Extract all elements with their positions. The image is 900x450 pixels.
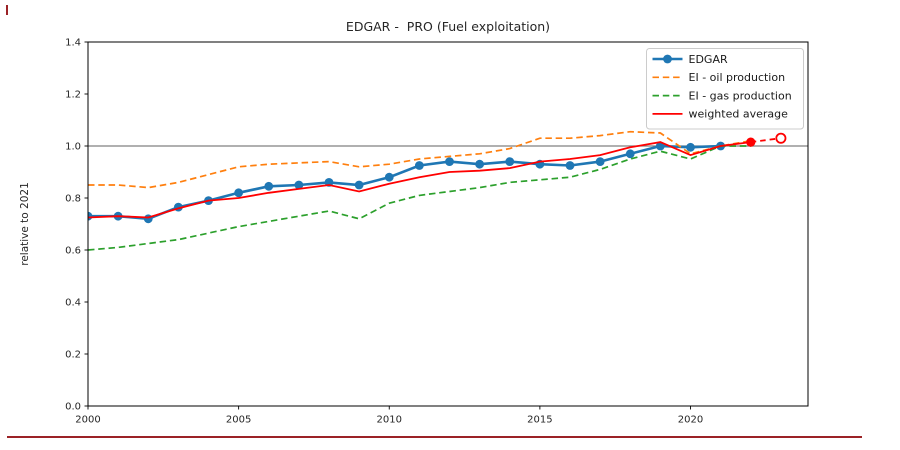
y-tick-label: 1.4 (65, 38, 81, 49)
y-axis-label: relative to 2021 (19, 182, 31, 266)
x-tick-label: 2020 (678, 415, 703, 426)
legend-item-edgar: EDGAR (652, 53, 728, 66)
y-tick-label: 0.2 (65, 350, 81, 361)
legend-marker-sample (663, 54, 672, 64)
legend-item-weighted-average: weighted average (652, 108, 789, 121)
x-tick-label: 2000 (75, 415, 100, 426)
data-point (264, 181, 274, 191)
y-tick-label: 0.8 (65, 194, 81, 205)
legend-box (646, 48, 804, 130)
y-tick-label: 0.4 (65, 298, 81, 309)
legend-label: EI - oil production (689, 71, 786, 84)
projection-start-marker (746, 137, 756, 147)
y-tick-label: 0.0 (65, 402, 81, 413)
legend-item-ei-gas-production: EI - gas production (652, 89, 792, 102)
data-point (294, 180, 304, 190)
data-point (234, 188, 244, 198)
plot-border (87, 41, 809, 407)
data-point (565, 161, 575, 170)
projection-line (750, 137, 782, 143)
x-tick-label: 2015 (527, 415, 552, 426)
legend-item-ei-oil-production: EI - oil production (652, 71, 786, 84)
legend-label: weighted average (689, 108, 789, 121)
legend: EDGAR EI - oil production EI - gas product… (646, 48, 804, 130)
legend-label: EI - gas production (689, 89, 792, 102)
data-point (87, 211, 93, 221)
legend-label: EDGAR (689, 53, 728, 66)
series-line-ei-oil-production (88, 130, 751, 189)
data-point (595, 157, 605, 167)
series-group (87, 130, 787, 251)
frame-mark-bottom (7, 436, 862, 438)
data-point (445, 157, 454, 167)
y-tick-label: 1.0 (65, 142, 81, 153)
data-point (414, 161, 424, 170)
chart-title: EDGAR - PRO (Fuel exploitation) (346, 19, 550, 34)
y-tick-label: 0.6 (65, 246, 81, 257)
data-point (625, 149, 635, 159)
data-point (354, 180, 364, 190)
x-tick-label: 2005 (226, 415, 251, 426)
data-point (505, 157, 515, 167)
series-line-weighted-average (87, 141, 751, 219)
data-point (475, 159, 485, 169)
data-point (384, 172, 394, 182)
x-tick-label: 2010 (377, 415, 402, 426)
series-line-ei-gas-production (87, 145, 751, 251)
y-tick-label: 1.2 (65, 90, 81, 101)
projection-end-marker (775, 132, 787, 144)
frame-mark-left (6, 5, 8, 15)
data-point (686, 142, 695, 152)
